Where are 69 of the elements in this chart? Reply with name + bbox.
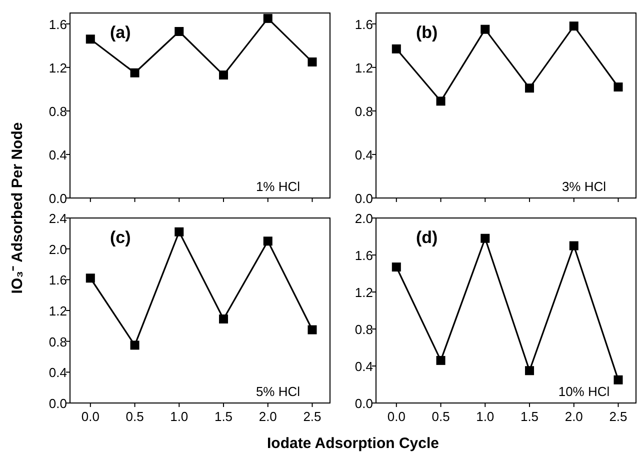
point <box>219 70 228 80</box>
y-tick-label: 2.0 <box>48 242 67 257</box>
y-tick-label: 0.4 <box>354 147 373 162</box>
point <box>263 14 272 23</box>
y-tick-label: 1.6 <box>354 16 373 32</box>
y-tick-label: 0.8 <box>48 334 67 350</box>
y-tick-label: 1.6 <box>48 272 67 288</box>
point <box>569 22 578 31</box>
y-tick-label: 0.0 <box>48 191 67 206</box>
y-axis-title: IO₃⁻ Adsorbed Per Node <box>9 122 26 294</box>
point <box>86 274 95 283</box>
y-tick-label: 0.0 <box>354 191 373 206</box>
point <box>174 27 184 36</box>
y-tick-label: 0.0 <box>354 396 373 411</box>
y-tick-label: 1.2 <box>48 304 67 318</box>
point <box>614 82 623 92</box>
y-tick-label: 0.8 <box>354 104 373 119</box>
annotation: (a) <box>110 23 131 42</box>
x-tick-label: 1.0 <box>170 409 188 424</box>
y-tick-label: 1.2 <box>48 60 67 76</box>
point <box>480 234 490 243</box>
point <box>308 325 317 334</box>
point <box>130 340 140 350</box>
x-tick-label: 1.0 <box>476 409 494 424</box>
point <box>436 96 446 106</box>
x-tick-label: 2.5 <box>303 409 322 424</box>
y-tick-label: 0.4 <box>48 147 67 162</box>
annotation: 1% HCl <box>256 179 300 194</box>
y-tick-label: 1.6 <box>354 248 373 263</box>
y-tick-label: 0.4 <box>354 359 373 374</box>
x-tick-label: 1.5 <box>214 409 233 424</box>
annotation: (c) <box>110 228 131 247</box>
x-tick-label: 2.0 <box>258 409 277 424</box>
y-tick-label: 1.6 <box>48 16 67 32</box>
x-tick-label: 0.0 <box>81 409 100 424</box>
annotation: (b) <box>416 23 438 42</box>
y-tick-label: 0.8 <box>354 322 373 337</box>
y-tick-label: 0.4 <box>48 365 67 380</box>
point <box>525 366 534 376</box>
annotation: 5% HCl <box>256 384 300 399</box>
x-axis-title: Iodate Adsorption Cycle <box>267 435 439 452</box>
y-tick-label: 1.2 <box>354 60 373 76</box>
x-tick-label: 0.5 <box>432 409 450 424</box>
point <box>263 236 272 246</box>
annotation: 3% HCl <box>562 179 606 194</box>
point <box>614 375 623 384</box>
point <box>86 34 95 44</box>
point <box>308 57 317 66</box>
point <box>174 227 184 236</box>
point <box>436 356 446 365</box>
x-tick-label: 0.5 <box>126 409 144 424</box>
annotation: (d) <box>416 228 438 247</box>
y-tick-label: 0.8 <box>48 104 67 119</box>
y-tick-label: 0.0 <box>48 396 67 411</box>
annotation: 10% HCl <box>558 384 610 399</box>
point <box>130 68 140 78</box>
x-tick-label: 1.5 <box>520 409 539 424</box>
point <box>219 314 228 324</box>
y-tick-label: 2.4 <box>48 211 67 226</box>
point <box>525 84 534 93</box>
y-tick-label: 1.2 <box>354 285 373 300</box>
y-tick-label: 2.0 <box>354 211 373 226</box>
point <box>569 241 578 250</box>
point <box>392 262 401 272</box>
point <box>392 44 401 54</box>
x-tick-label: 2.0 <box>564 409 583 424</box>
x-tick-label: 2.5 <box>609 409 628 424</box>
x-tick-label: 0.0 <box>387 409 406 424</box>
point <box>480 24 490 34</box>
